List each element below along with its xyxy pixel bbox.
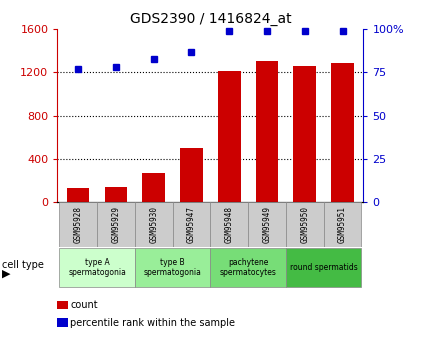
Bar [67, 188, 90, 202]
Title: GDS2390 / 1416824_at: GDS2390 / 1416824_at [130, 11, 291, 26]
Bar [57, 301, 68, 309]
Bar [135, 202, 173, 247]
Text: pachytene
spermatocytes: pachytene spermatocytes [220, 258, 277, 277]
Bar [248, 202, 286, 247]
Bar [286, 247, 362, 287]
Bar [59, 247, 135, 287]
Text: GSM95948: GSM95948 [225, 206, 234, 243]
Text: type B
spermatogonia: type B spermatogonia [144, 258, 201, 277]
Text: count: count [70, 300, 98, 310]
Bar [59, 202, 97, 247]
Bar [210, 247, 286, 287]
Bar [180, 148, 203, 202]
Bar [218, 71, 241, 202]
Text: GSM95928: GSM95928 [74, 206, 82, 243]
Text: GSM95947: GSM95947 [187, 206, 196, 243]
Text: GSM95929: GSM95929 [111, 206, 120, 243]
Bar [135, 247, 210, 287]
Text: cell type: cell type [2, 260, 44, 270]
Bar [173, 202, 210, 247]
Text: GSM95949: GSM95949 [263, 206, 272, 243]
Text: GSM95951: GSM95951 [338, 206, 347, 243]
Bar [256, 61, 278, 202]
Text: GSM95930: GSM95930 [149, 206, 158, 243]
Text: type A
spermatogonia: type A spermatogonia [68, 258, 126, 277]
Text: ▶: ▶ [2, 269, 11, 278]
Bar [331, 63, 354, 202]
Bar [286, 202, 324, 247]
Text: percentile rank within the sample: percentile rank within the sample [70, 318, 235, 327]
Bar [57, 318, 68, 327]
Text: round spermatids: round spermatids [290, 263, 357, 272]
Bar [97, 202, 135, 247]
Text: GSM95950: GSM95950 [300, 206, 309, 243]
Bar [294, 66, 316, 202]
Bar [105, 187, 127, 202]
Bar [210, 202, 248, 247]
Bar [324, 202, 362, 247]
Bar [142, 173, 165, 202]
